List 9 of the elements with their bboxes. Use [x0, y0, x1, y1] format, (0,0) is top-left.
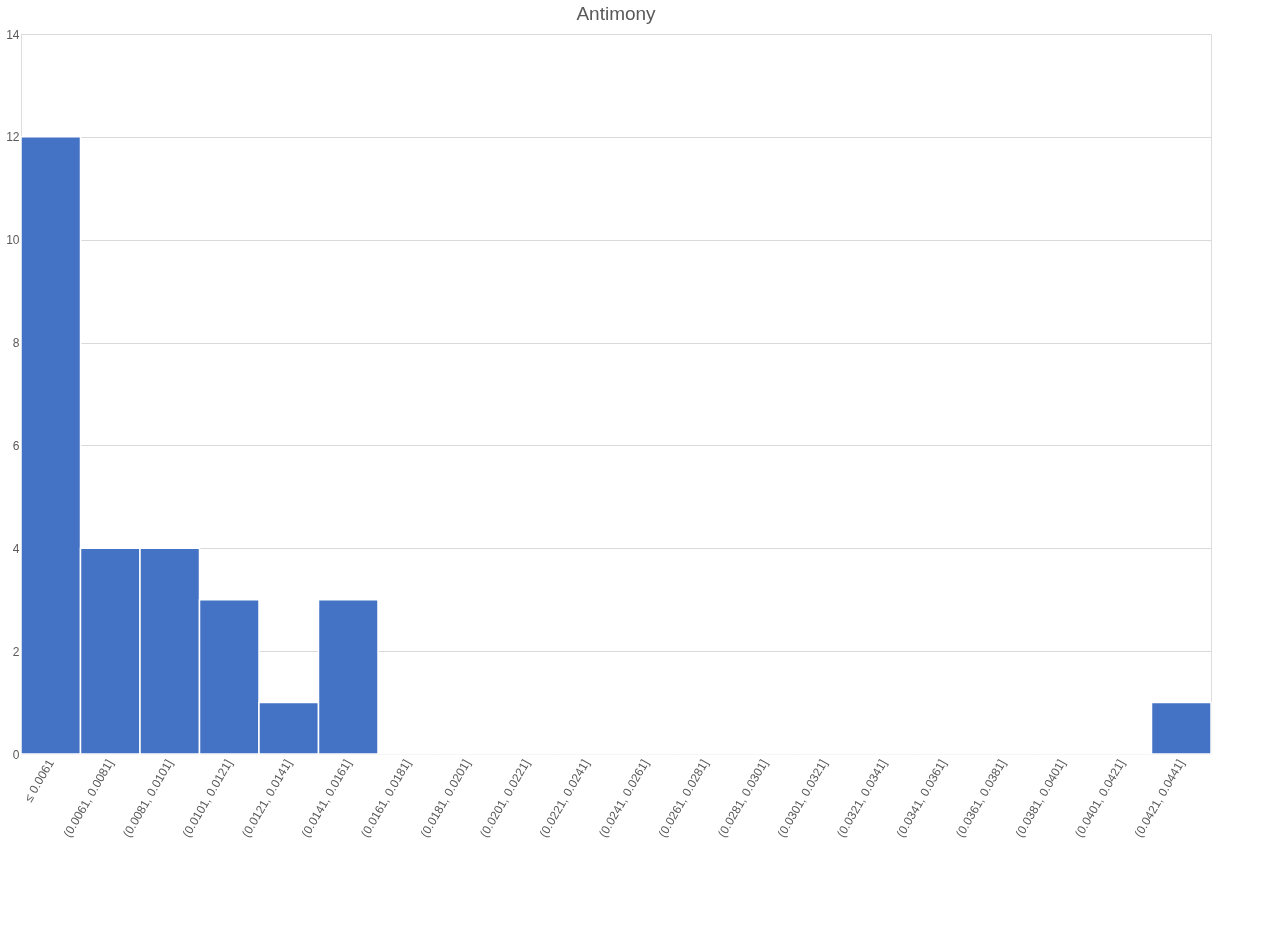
y-tick-label: 12 — [6, 130, 20, 145]
y-tick-label: 4 — [12, 541, 20, 556]
y-tick-label: 8 — [12, 336, 20, 351]
y-tick-label: 10 — [6, 233, 20, 248]
y-tick-label: 2 — [12, 644, 20, 659]
y-tick-label: 6 — [12, 438, 20, 453]
y-tick-label: 0 — [12, 747, 20, 762]
chart-title: Antimony — [576, 3, 657, 24]
y-tick-label: 14 — [6, 27, 20, 42]
